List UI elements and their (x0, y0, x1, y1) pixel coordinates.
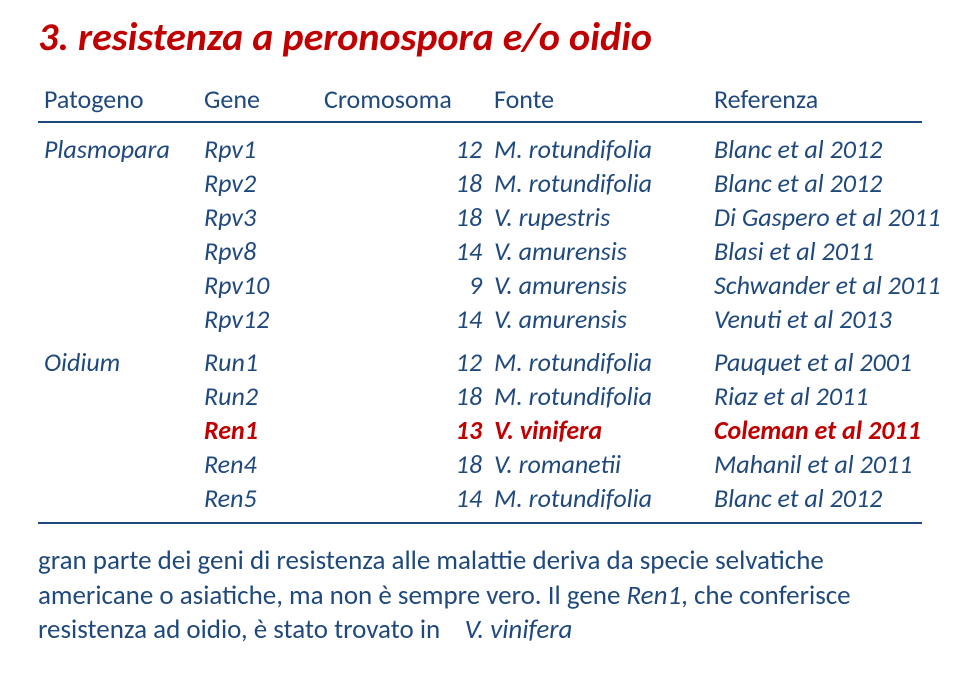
footnote-gene: Ren1 (626, 579, 681, 612)
cell-patogeno (38, 302, 198, 336)
col-patogeno: Patogeno (38, 79, 198, 122)
cell-cromosoma: 14 (318, 481, 488, 523)
table-row: Ren113V. viniferaColeman et al 2011 (38, 413, 922, 447)
table-row: Ren514M. rotundifoliaBlanc et al 2012 (38, 481, 922, 523)
footnote-species: V. vinifera (465, 613, 573, 646)
table-row: Rpv1214V. amurensisVenuti et al 2013 (38, 302, 922, 336)
cell-cromosoma: 13 (318, 413, 488, 447)
cell-referenza: Di Gaspero et al 2011 (708, 200, 922, 234)
cell-cromosoma: 18 (318, 200, 488, 234)
col-referenza: Referenza (708, 79, 922, 122)
cell-patogeno (38, 200, 198, 234)
cell-gene: Ren5 (198, 481, 318, 523)
col-fonte: Fonte (488, 79, 708, 122)
cell-referenza: Blanc et al 2012 (708, 481, 922, 523)
cell-fonte: V. amurensis (488, 268, 708, 302)
cell-referenza: Schwander et al 2011 (708, 268, 922, 302)
cell-referenza: Venuti et al 2013 (708, 302, 922, 336)
page-title: 3. resistenza a peronospora e/o oidio (38, 12, 922, 61)
table-row: Rpv109V. amurensisSchwander et al 2011 (38, 268, 922, 302)
cell-referenza: Pauquet et al 2001 (708, 336, 922, 379)
cell-gene: Ren1 (198, 413, 318, 447)
table-row: Rpv814V. amurensisBlasi et al 2011 (38, 234, 922, 268)
cell-gene: Run1 (198, 336, 318, 379)
cell-gene: Rpv12 (198, 302, 318, 336)
cell-fonte: V. romanetii (488, 447, 708, 481)
table-row: Rpv218M. rotundifoliaBlanc et al 2012 (38, 166, 922, 200)
cell-referenza: Mahanil et al 2011 (708, 447, 922, 481)
cell-referenza: Blasi et al 2011 (708, 234, 922, 268)
cell-fonte: V. amurensis (488, 234, 708, 268)
cell-patogeno (38, 481, 198, 523)
cell-patogeno (38, 234, 198, 268)
table-row: PlasmoparaRpv112M. rotundifoliaBlanc et … (38, 122, 922, 166)
cell-patogeno (38, 268, 198, 302)
cell-fonte: V. rupestris (488, 200, 708, 234)
cell-fonte: V. amurensis (488, 302, 708, 336)
cell-fonte: M. rotundifolia (488, 336, 708, 379)
cell-cromosoma: 12 (318, 122, 488, 166)
cell-patogeno (38, 379, 198, 413)
cell-patogeno (38, 166, 198, 200)
cell-referenza: Blanc et al 2012 (708, 166, 922, 200)
table-row: Rpv318V. rupestrisDi Gaspero et al 2011 (38, 200, 922, 234)
footnote: gran parte dei geni di resistenza alle m… (38, 544, 922, 648)
cell-gene: Rpv8 (198, 234, 318, 268)
cell-gene: Rpv10 (198, 268, 318, 302)
cell-patogeno: Oidium (38, 336, 198, 379)
table-row: OidiumRun112M. rotundifoliaPauquet et al… (38, 336, 922, 379)
cell-gene: Rpv1 (198, 122, 318, 166)
cell-fonte: M. rotundifolia (488, 379, 708, 413)
col-cromosoma: Cromosoma (318, 79, 488, 122)
cell-patogeno (38, 413, 198, 447)
cell-cromosoma: 9 (318, 268, 488, 302)
table-header-row: Patogeno Gene Cromosoma Fonte Referenza (38, 79, 922, 122)
cell-cromosoma: 14 (318, 234, 488, 268)
table-body: PlasmoparaRpv112M. rotundifoliaBlanc et … (38, 122, 922, 523)
cell-gene: Run2 (198, 379, 318, 413)
cell-referenza: Blanc et al 2012 (708, 122, 922, 166)
cell-fonte: V. vinifera (488, 413, 708, 447)
cell-referenza: Riaz et al 2011 (708, 379, 922, 413)
cell-referenza: Coleman et al 2011 (708, 413, 922, 447)
cell-fonte: M. rotundifolia (488, 166, 708, 200)
cell-gene: Ren4 (198, 447, 318, 481)
resistance-table: Patogeno Gene Cromosoma Fonte Referenza … (38, 79, 922, 524)
table-row: Run218M. rotundifoliaRiaz et al 2011 (38, 379, 922, 413)
cell-patogeno: Plasmopara (38, 122, 198, 166)
cell-cromosoma: 18 (318, 166, 488, 200)
cell-cromosoma: 14 (318, 302, 488, 336)
cell-cromosoma: 18 (318, 379, 488, 413)
cell-cromosoma: 18 (318, 447, 488, 481)
cell-cromosoma: 12 (318, 336, 488, 379)
cell-fonte: M. rotundifolia (488, 122, 708, 166)
table-row: Ren418V. romanetiiMahanil et al 2011 (38, 447, 922, 481)
cell-fonte: M. rotundifolia (488, 481, 708, 523)
cell-patogeno (38, 447, 198, 481)
cell-gene: Rpv2 (198, 166, 318, 200)
col-gene: Gene (198, 79, 318, 122)
cell-gene: Rpv3 (198, 200, 318, 234)
